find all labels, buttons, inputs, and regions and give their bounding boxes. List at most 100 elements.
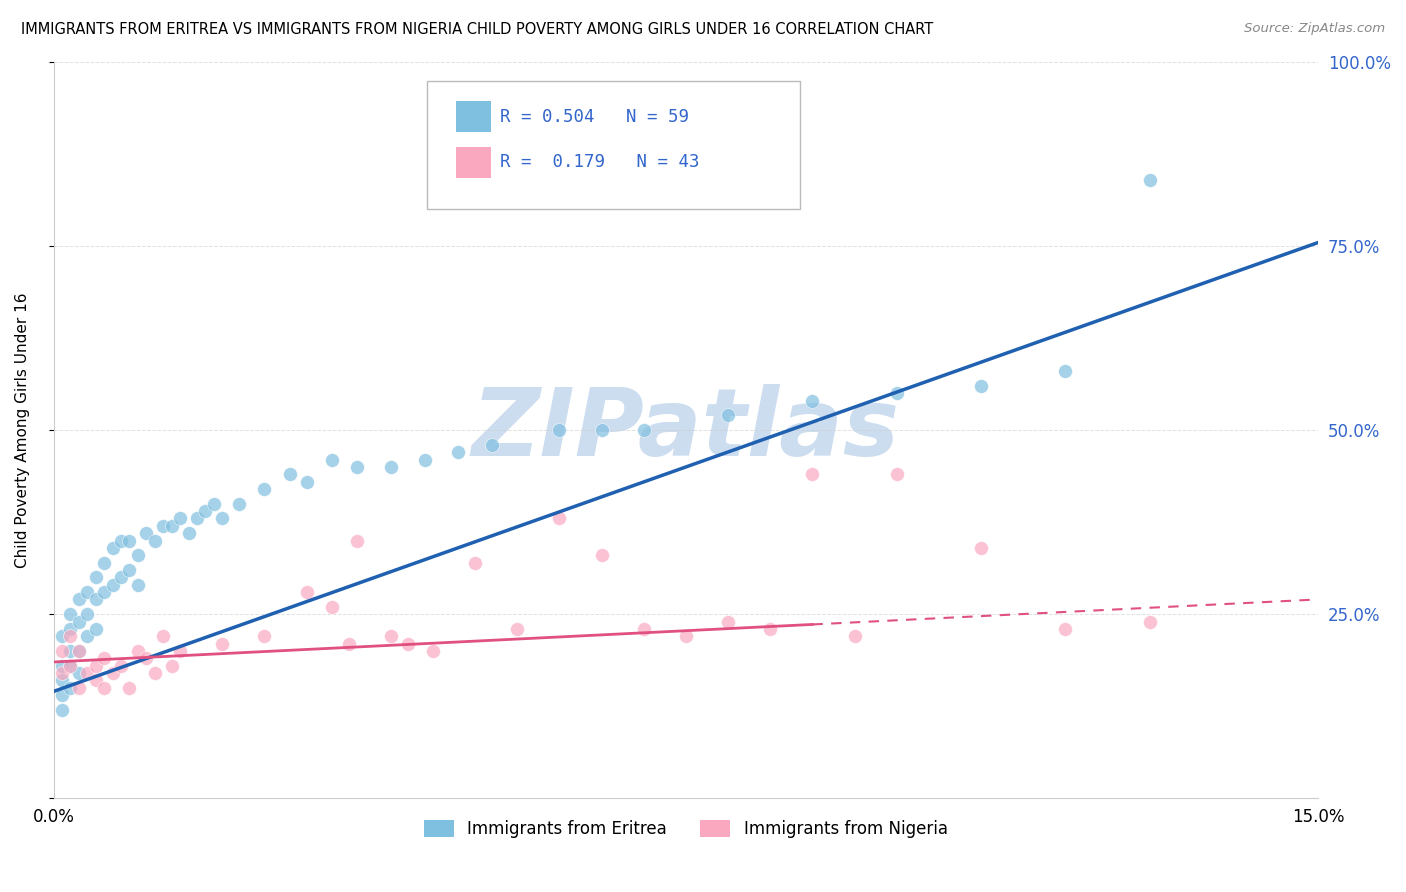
Point — [970, 541, 993, 555]
Point — [101, 577, 124, 591]
Point — [717, 615, 740, 629]
Point — [1139, 173, 1161, 187]
Point — [801, 467, 824, 482]
Point — [169, 511, 191, 525]
Point — [186, 511, 208, 525]
Point — [84, 658, 107, 673]
Point — [67, 644, 90, 658]
Point — [211, 637, 233, 651]
Point — [67, 681, 90, 695]
Point — [110, 533, 132, 548]
Point — [675, 629, 697, 643]
Text: R = 0.504   N = 59: R = 0.504 N = 59 — [501, 108, 689, 126]
Point — [422, 644, 444, 658]
Point — [51, 666, 73, 681]
Point — [135, 651, 157, 665]
Point — [211, 511, 233, 525]
Point — [194, 504, 217, 518]
Text: ZIPatlas: ZIPatlas — [472, 384, 900, 476]
Point — [67, 644, 90, 658]
Point — [295, 475, 318, 489]
Point — [84, 592, 107, 607]
Bar — [456, 147, 491, 178]
Point — [84, 622, 107, 636]
Point — [67, 666, 90, 681]
Point — [177, 526, 200, 541]
Point — [321, 599, 343, 614]
Point — [118, 563, 141, 577]
Point — [93, 556, 115, 570]
Point — [160, 658, 183, 673]
Point — [506, 622, 529, 636]
Point — [380, 629, 402, 643]
Point — [253, 629, 276, 643]
Point — [321, 452, 343, 467]
Point — [127, 548, 149, 562]
Point — [110, 658, 132, 673]
Point — [228, 497, 250, 511]
Point — [633, 622, 655, 636]
Legend: Immigrants from Eritrea, Immigrants from Nigeria: Immigrants from Eritrea, Immigrants from… — [418, 814, 955, 845]
Point — [84, 673, 107, 688]
Point — [76, 585, 98, 599]
Point — [118, 681, 141, 695]
Point — [118, 533, 141, 548]
Point — [152, 518, 174, 533]
Point — [127, 577, 149, 591]
Point — [51, 673, 73, 688]
Point — [591, 548, 613, 562]
Point — [278, 467, 301, 482]
Point — [759, 622, 782, 636]
Point — [101, 541, 124, 555]
Point — [481, 438, 503, 452]
Point — [59, 644, 82, 658]
Point — [1054, 364, 1077, 378]
Y-axis label: Child Poverty Among Girls Under 16: Child Poverty Among Girls Under 16 — [15, 293, 30, 568]
Bar — [456, 101, 491, 132]
Point — [633, 423, 655, 437]
Point — [135, 526, 157, 541]
Point — [59, 658, 82, 673]
Point — [59, 658, 82, 673]
Point — [143, 533, 166, 548]
Text: IMMIGRANTS FROM ERITREA VS IMMIGRANTS FROM NIGERIA CHILD POVERTY AMONG GIRLS UND: IMMIGRANTS FROM ERITREA VS IMMIGRANTS FR… — [21, 22, 934, 37]
Point — [93, 651, 115, 665]
Point — [346, 459, 368, 474]
Point — [51, 629, 73, 643]
Point — [67, 592, 90, 607]
Point — [591, 423, 613, 437]
Point — [253, 482, 276, 496]
Point — [548, 511, 571, 525]
Point — [844, 629, 866, 643]
Point — [51, 658, 73, 673]
Point — [84, 570, 107, 584]
Point — [346, 533, 368, 548]
Point — [801, 393, 824, 408]
FancyBboxPatch shape — [426, 80, 800, 210]
Point — [464, 556, 486, 570]
Point — [127, 644, 149, 658]
Point — [76, 607, 98, 621]
Point — [548, 423, 571, 437]
Text: Source: ZipAtlas.com: Source: ZipAtlas.com — [1244, 22, 1385, 36]
Point — [380, 459, 402, 474]
Text: R =  0.179   N = 43: R = 0.179 N = 43 — [501, 153, 700, 171]
Point — [717, 409, 740, 423]
Point — [76, 629, 98, 643]
Point — [110, 570, 132, 584]
Point — [396, 637, 419, 651]
Point — [59, 629, 82, 643]
Point — [886, 467, 908, 482]
Point — [169, 644, 191, 658]
Point — [337, 637, 360, 651]
Point — [59, 622, 82, 636]
Point — [59, 681, 82, 695]
Point — [51, 703, 73, 717]
Point — [51, 644, 73, 658]
Point — [447, 445, 470, 459]
Point — [59, 607, 82, 621]
Point — [1054, 622, 1077, 636]
Point — [1139, 615, 1161, 629]
Point — [93, 585, 115, 599]
Point — [160, 518, 183, 533]
